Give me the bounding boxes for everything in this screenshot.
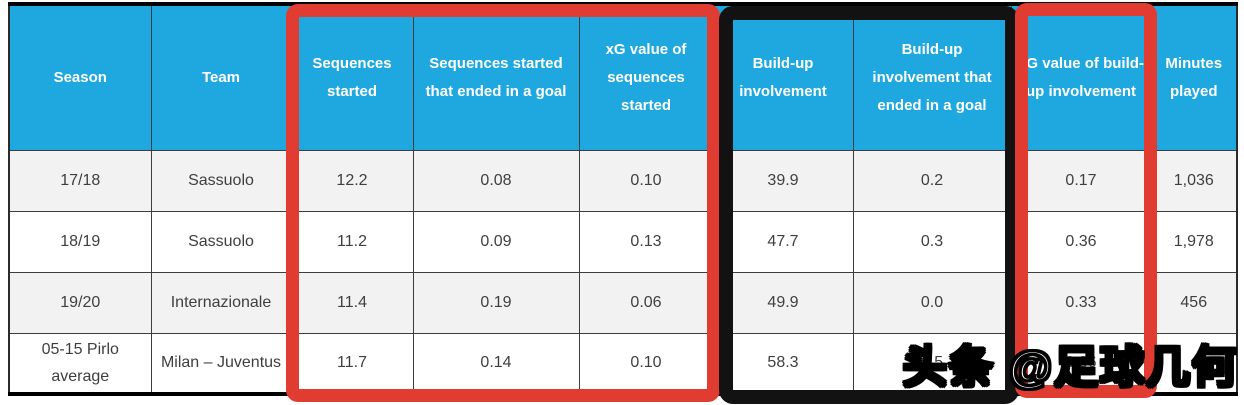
cell-buildup-goal: 0.5 bbox=[852, 332, 1012, 395]
col-header-sequences-started: Sequences started bbox=[290, 3, 414, 151]
cell-xg-buildup: 0.33 bbox=[1010, 271, 1152, 334]
col-header-buildup-goal: Build-up involvement that ended in a goa… bbox=[852, 3, 1012, 151]
cell-buildup-goal: 0.3 bbox=[852, 210, 1012, 273]
cell-season: 17/18 bbox=[8, 149, 152, 212]
cell-minutes: 456 bbox=[1150, 271, 1238, 334]
cell-buildup-involvement: 39.9 bbox=[712, 149, 854, 212]
cell-sequences-started: 11.2 bbox=[290, 210, 414, 273]
watermark: 头条 @足球几何 bbox=[902, 342, 1238, 394]
cell-sequences-started: 11.4 bbox=[290, 271, 414, 334]
cell-xg-sequences: 0.13 bbox=[578, 210, 714, 273]
col-header-team: Team bbox=[150, 3, 292, 151]
cell-minutes: 1,036 bbox=[1150, 149, 1238, 212]
col-header-minutes-played: Minutes played bbox=[1150, 3, 1238, 151]
cell-sequences-started: 12.2 bbox=[290, 149, 414, 212]
table-row-18-19: 18/19 Sassuolo 11.2 0.09 0.13 47.7 0.3 0… bbox=[8, 210, 1238, 273]
col-header-xg-buildup: xG value of build-up involvement bbox=[1010, 3, 1152, 151]
cell-buildup-involvement: 58.3 bbox=[712, 332, 854, 395]
table-row-pirlo-average: 05-15 Pirlo average Milan – Juventus 11.… bbox=[8, 332, 1238, 395]
cell-minutes: 1,978 bbox=[1150, 210, 1238, 273]
cell-season: 19/20 bbox=[8, 271, 152, 334]
cell-xg-buildup: 0.36 bbox=[1010, 332, 1152, 395]
stats-table: Season Team Sequences started Sequences … bbox=[8, 2, 1238, 396]
cell-sequences-goal: 0.14 bbox=[412, 332, 580, 395]
cell-sequences-goal: 0.19 bbox=[412, 271, 580, 334]
cell-xg-sequences: 0.06 bbox=[578, 271, 714, 334]
table-row-19-20: 19/20 Internazionale 11.4 0.19 0.06 49.9… bbox=[8, 271, 1238, 334]
cell-sequences-goal: 0.09 bbox=[412, 210, 580, 273]
col-header-xg-sequences: xG value of sequences started bbox=[578, 3, 714, 151]
col-header-season: Season bbox=[8, 3, 152, 151]
col-header-sequences-goal: Sequences started that ended in a goal bbox=[412, 3, 580, 151]
col-header-buildup-involvement: Build-up involvement bbox=[712, 3, 854, 151]
cell-xg-buildup: 0.36 bbox=[1010, 210, 1152, 273]
cell-sequences-started: 11.7 bbox=[290, 332, 414, 395]
cell-season: 05-15 Pirlo average bbox=[8, 332, 152, 395]
cell-team: Milan – Juventus bbox=[150, 332, 292, 395]
cell-team: Sassuolo bbox=[150, 210, 292, 273]
cell-team: Sassuolo bbox=[150, 149, 292, 212]
cell-xg-sequences: 0.10 bbox=[578, 149, 714, 212]
cell-sequences-goal: 0.08 bbox=[412, 149, 580, 212]
cell-buildup-involvement: 49.9 bbox=[712, 271, 854, 334]
header-row: Season Team Sequences started Sequences … bbox=[8, 3, 1238, 151]
cell-buildup-involvement: 47.7 bbox=[712, 210, 854, 273]
cell-team: Internazionale bbox=[150, 271, 292, 334]
cell-season: 18/19 bbox=[8, 210, 152, 273]
cell-buildup-goal: 0.2 bbox=[852, 149, 1012, 212]
table-row-17-18: 17/18 Sassuolo 12.2 0.08 0.10 39.9 0.2 0… bbox=[8, 149, 1238, 212]
cell-xg-buildup: 0.17 bbox=[1010, 149, 1152, 212]
cell-buildup-goal: 0.0 bbox=[852, 271, 1012, 334]
cell-minutes bbox=[1150, 332, 1238, 395]
cell-xg-sequences: 0.10 bbox=[578, 332, 714, 395]
